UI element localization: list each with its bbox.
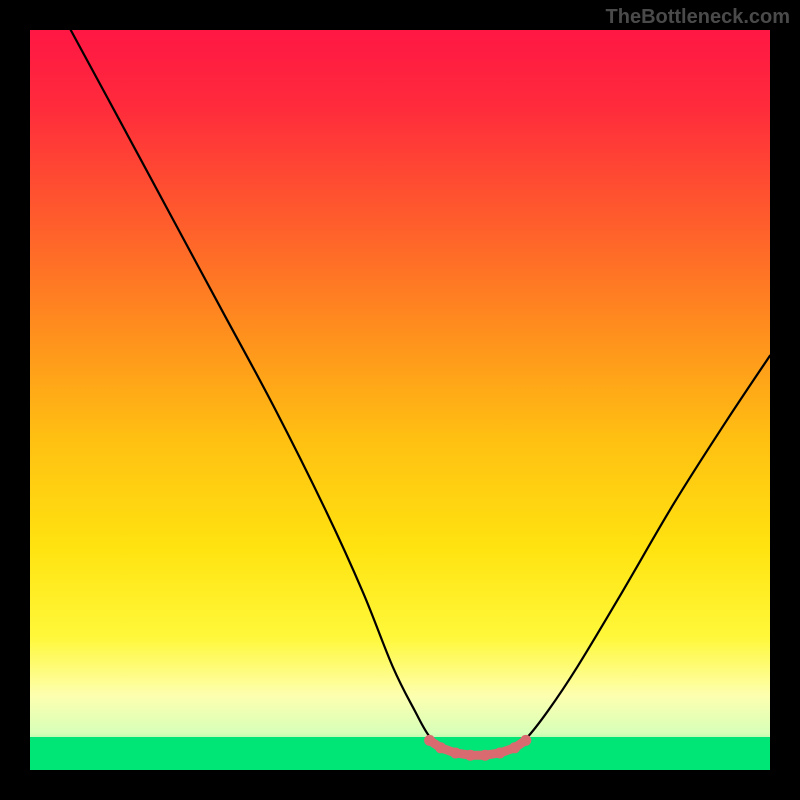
bottleneck-curve: [30, 30, 770, 770]
chart-container: TheBottleneck.com: [0, 0, 800, 800]
optimal-marker-dot: [480, 750, 491, 761]
optimal-marker-dot: [435, 742, 446, 753]
optimal-marker-dot: [424, 735, 435, 746]
optimal-flat-marker: [424, 735, 531, 761]
optimal-marker-dot: [465, 750, 476, 761]
curve-line: [71, 30, 770, 754]
watermark-text: TheBottleneck.com: [606, 6, 790, 29]
optimal-marker-dot: [509, 742, 520, 753]
plot-area: [30, 30, 770, 770]
optimal-marker-dot: [520, 735, 531, 746]
optimal-marker-dot: [494, 747, 505, 758]
optimal-marker-dot: [450, 747, 461, 758]
